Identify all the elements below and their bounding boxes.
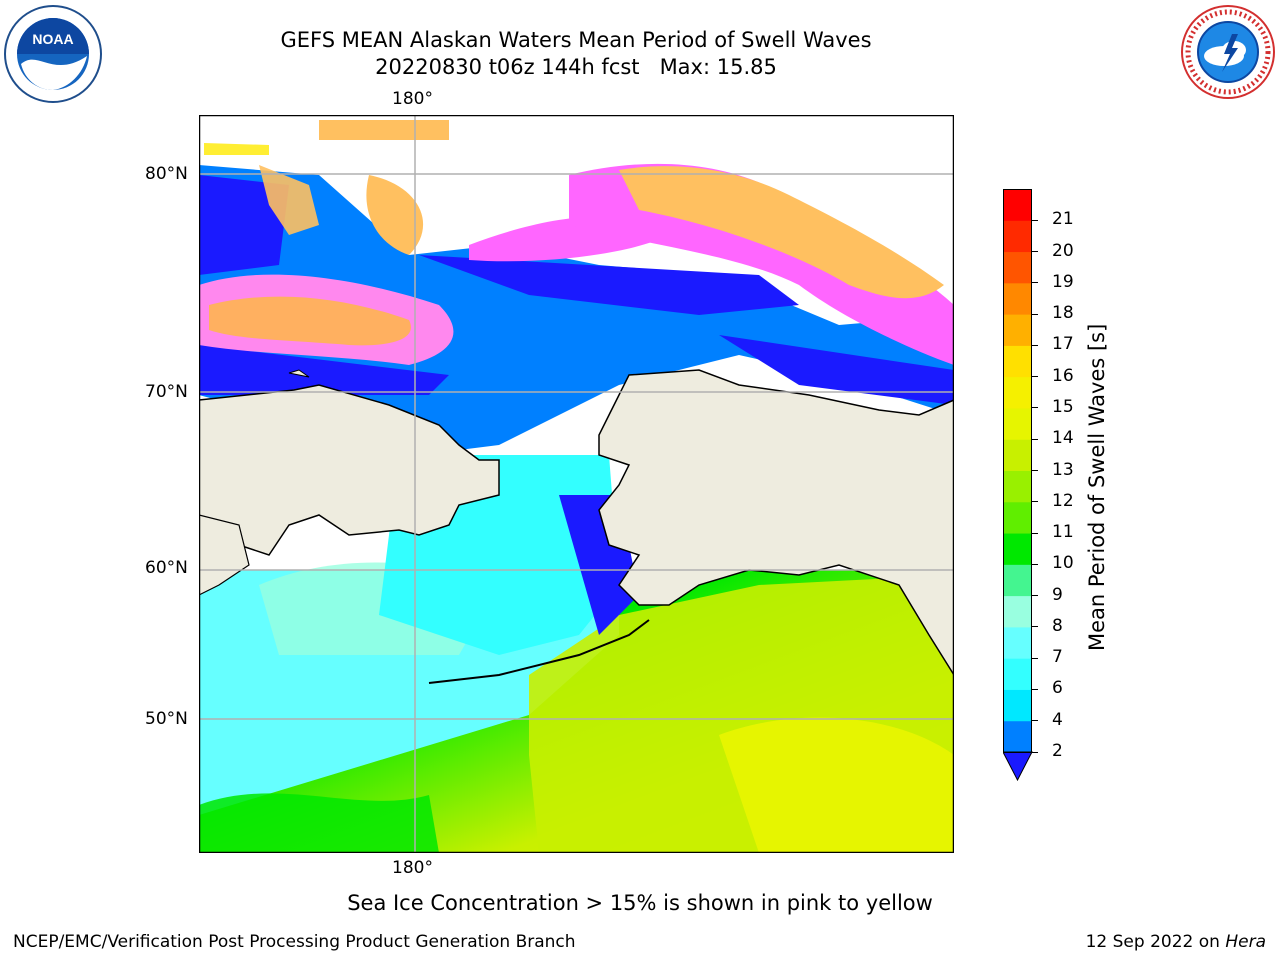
colorbar-tick-label: 12 [1052, 490, 1074, 511]
colorbar-tick-mark [1032, 344, 1038, 346]
colorbar-tick-label: 10 [1052, 553, 1074, 574]
nws-logo [1180, 4, 1276, 100]
colorbar-tick-mark [1032, 626, 1038, 628]
colorbar-swatch [1003, 689, 1032, 722]
colorbar-tick-mark [1032, 219, 1038, 221]
colorbar-tick-label: 18 [1052, 303, 1074, 324]
colorbar-tick-mark [1032, 438, 1038, 440]
colorbar-tick-mark [1032, 282, 1038, 284]
footer-host: Hera [1225, 932, 1266, 952]
aleutian-islands [428, 619, 650, 684]
colorbar-tick-label: 19 [1052, 271, 1074, 292]
arctic-dark-blue-2 [419, 255, 799, 315]
sea-ice-orange-5 [259, 165, 319, 235]
colorbar-tick-label: 7 [1052, 647, 1063, 668]
sea-ice-orange-3 [319, 120, 449, 140]
colorbar-tick-mark [1032, 688, 1038, 690]
colorbar-swatch [1003, 314, 1032, 346]
lon-label-bottom: 180° [392, 858, 433, 878]
colorbar-swatch [1003, 439, 1032, 471]
colorbar-tick-label: 4 [1052, 709, 1063, 730]
colorbar-tick-label: 16 [1052, 365, 1074, 386]
graticule [199, 115, 954, 853]
colorbar-tick-mark [1032, 532, 1038, 534]
colorbar-tick-label: 21 [1052, 209, 1074, 230]
map-border [198, 114, 955, 854]
sea-ice-orange-2 [619, 166, 944, 299]
colorbar-tick-label: 13 [1052, 459, 1074, 480]
colorbar-tick-label: 17 [1052, 334, 1074, 355]
colorbar-extend-triangle [1002, 751, 1033, 782]
colorbar-swatch [1003, 501, 1032, 534]
colorbar-swatch [1003, 533, 1032, 565]
colorbar-tick-label: 15 [1052, 396, 1074, 417]
sea-ice-note: Sea Ice Concentration > 15% is shown in … [347, 891, 933, 915]
footer-right: 12 Sep 2022 on Hera [1086, 932, 1266, 952]
colorbar-swatch [1003, 470, 1032, 503]
colorbar-tick-mark [1032, 251, 1038, 253]
arctic-dark-blue-4 [719, 335, 954, 405]
colorbar-tick-label: 6 [1052, 678, 1063, 699]
lon-label-top: 180° [392, 89, 433, 109]
colorbar-tick-label: 14 [1052, 428, 1074, 449]
map-panel [198, 114, 955, 854]
colorbar-tick-label: 9 [1052, 584, 1063, 605]
noaa-logo: NOAA [3, 4, 103, 104]
sea-ice-orange-4 [366, 175, 424, 255]
colorbar-tick-label: 20 [1052, 240, 1074, 261]
colorbar-swatch [1003, 345, 1032, 378]
colorbar-swatch [1003, 658, 1032, 690]
colorbar [1002, 189, 1043, 793]
lat-label-70: 70°N [145, 382, 188, 402]
colorbar-swatch [1003, 720, 1032, 753]
colorbar-swatch [1003, 376, 1032, 409]
gulf-yellow-core [719, 717, 954, 853]
chart-title: GEFS MEAN Alaskan Waters Mean Period of … [280, 28, 872, 52]
colorbar-tick-label: 8 [1052, 615, 1063, 636]
southwest-green-region [199, 793, 439, 853]
colorbar-swatch [1003, 251, 1032, 284]
colorbar-title: Mean Period of Swell Waves [s] [1085, 323, 1109, 651]
colorbar-swatch [1003, 407, 1032, 440]
colorbar-tick-mark [1032, 595, 1038, 597]
footer-left: NCEP/EMC/Verification Post Processing Pr… [13, 932, 576, 952]
footer-date: 12 Sep 2022 on [1085, 932, 1226, 952]
colorbar-swatch [1003, 189, 1032, 221]
colorbar-border [1003, 189, 1032, 753]
lat-label-50: 50°N [145, 709, 188, 729]
chukotka-land [198, 384, 500, 566]
colorbar-swatch [1003, 282, 1032, 315]
lat-label-80: 80°N [145, 164, 188, 184]
map-canvas [198, 114, 955, 854]
noaa-text: NOAA [32, 31, 73, 47]
arctic-dark-blue-3 [199, 345, 449, 395]
colorbar-tick-mark [1032, 470, 1038, 471]
colorbar-tick-label: 2 [1052, 741, 1063, 761]
colorbar-tick-mark [1032, 313, 1038, 315]
colorbar-swatch [1003, 595, 1032, 628]
sea-ice-orange-1 [209, 296, 411, 346]
colorbar-tick-mark [1032, 751, 1038, 753]
colorbar-tick-mark [1032, 376, 1038, 378]
wrangel-island [288, 369, 310, 378]
colorbar-swatch [1003, 220, 1032, 253]
colorbar-tick-mark [1032, 563, 1038, 565]
colorbar-tick-mark [1032, 501, 1038, 503]
colorbar-swatch [1003, 564, 1032, 597]
colorbar-tick-label: 11 [1052, 522, 1074, 543]
colorbar-tick-mark [1032, 720, 1038, 722]
alaska-land [598, 369, 955, 678]
colorbar-swatch [1003, 626, 1032, 659]
sea-ice-yellow-1 [204, 143, 269, 155]
chart-subtitle: 20220830 t06z 144h fcst Max: 15.85 [375, 55, 777, 79]
arctic-dark-blue-1 [199, 175, 289, 275]
colorbar-tick-mark [1032, 657, 1038, 659]
lat-label-60: 60°N [145, 558, 188, 578]
colorbar-tick-mark [1032, 407, 1038, 409]
